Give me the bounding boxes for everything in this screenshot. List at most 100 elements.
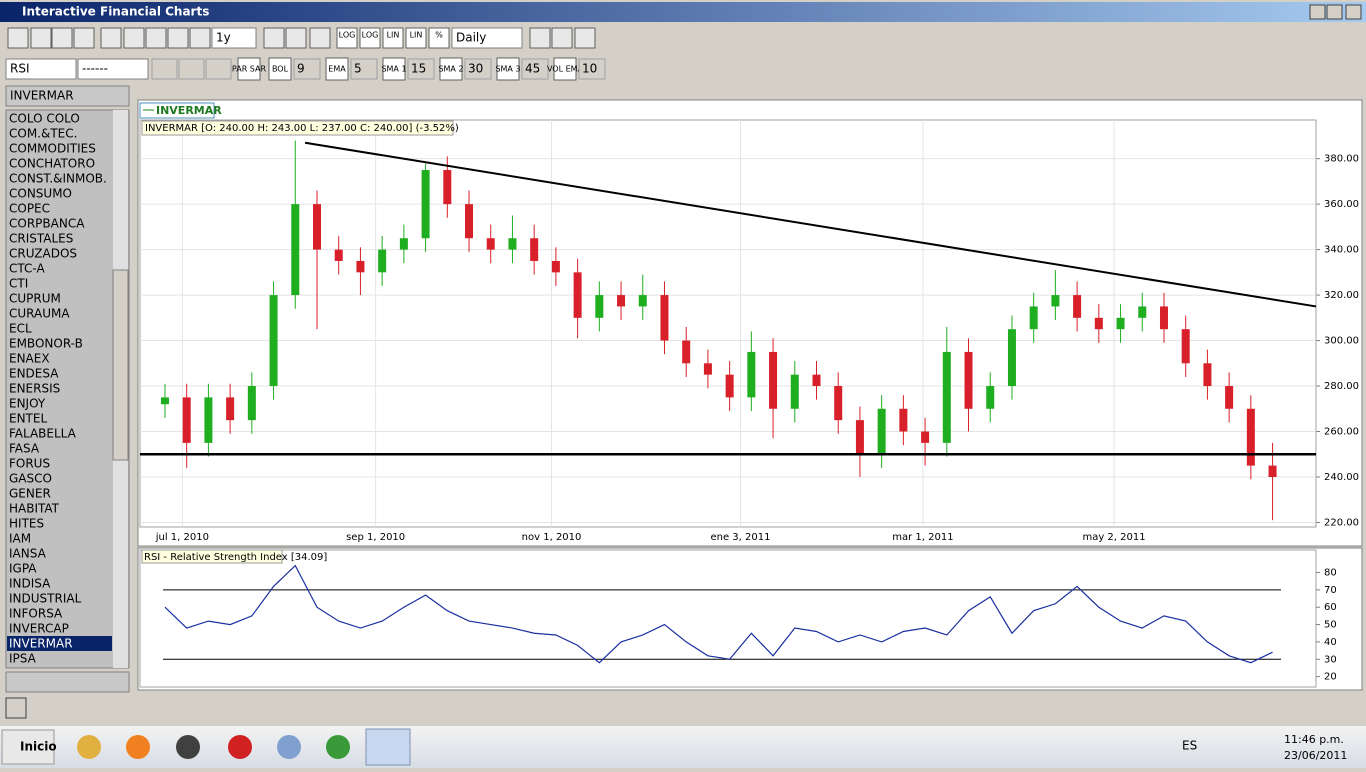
param-field[interactable] — [407, 58, 435, 80]
app-icon[interactable] — [176, 735, 200, 759]
active-app[interactable] — [365, 728, 411, 766]
param-button[interactable] — [439, 57, 463, 81]
y-tick-label: 40 — [1324, 637, 1337, 648]
period-select[interactable] — [211, 27, 257, 49]
list-item[interactable]: CONST.&INMOB. — [9, 172, 107, 186]
list-item[interactable]: CRUZADOS — [9, 247, 77, 261]
period: 1y — [216, 31, 231, 45]
app-icon[interactable] — [126, 735, 150, 759]
candle-body — [247, 386, 256, 421]
app-icon[interactable] — [277, 735, 301, 759]
param-name: BOL — [272, 65, 289, 74]
list-item[interactable]: INDUSTRIAL — [9, 592, 82, 606]
tool-button[interactable] — [574, 27, 596, 49]
list-item[interactable]: CTI — [9, 277, 28, 291]
list-item[interactable]: ECL — [9, 322, 32, 336]
list-item[interactable]: HITES — [9, 517, 44, 531]
tool-button[interactable] — [529, 27, 551, 49]
tool-button[interactable] — [405, 27, 427, 49]
app-icon[interactable] — [77, 735, 101, 759]
tool-button[interactable] — [100, 27, 122, 49]
list-item[interactable]: ENAEX — [9, 352, 50, 366]
tool-button[interactable] — [123, 27, 145, 49]
list-item[interactable]: IANSA — [9, 547, 47, 561]
tool-button[interactable] — [145, 27, 167, 49]
tool-button[interactable] — [285, 27, 307, 49]
scroll-thumb[interactable] — [112, 269, 129, 461]
list-item[interactable]: COMMODITIES — [9, 142, 96, 156]
list-item[interactable]: FORUS — [9, 457, 50, 471]
ohlc-info: INVERMAR [O: 240.00 H: 243.00 L: 237.00 … — [145, 123, 459, 134]
list-item[interactable]: IGPA — [9, 562, 37, 576]
list-item[interactable]: INFORSA — [9, 607, 63, 621]
list-item[interactable]: COPEC — [9, 202, 50, 216]
list-item[interactable]: COLO COLO — [9, 112, 80, 126]
candle-body — [356, 260, 365, 273]
list-item[interactable]: GENER — [9, 487, 51, 501]
param-button[interactable] — [382, 57, 406, 81]
tool-button[interactable] — [7, 27, 29, 49]
minimize-button[interactable] — [1309, 4, 1326, 20]
list-item[interactable]: INVERMAR — [9, 637, 73, 651]
x-tick-label: nov 1, 2010 — [522, 532, 582, 543]
tool-button[interactable] — [51, 27, 73, 49]
app-icon[interactable] — [326, 735, 350, 759]
candle-body — [204, 397, 213, 443]
param-field[interactable] — [578, 58, 606, 80]
param-field[interactable] — [521, 58, 549, 80]
list-item[interactable]: GASCO — [9, 472, 52, 486]
list-item[interactable]: IAM — [9, 532, 31, 546]
maximize-button[interactable] — [1326, 4, 1343, 20]
tool-button[interactable] — [189, 27, 211, 49]
candle-body — [465, 204, 474, 239]
list-item[interactable]: HABITAT — [9, 502, 60, 516]
close-button[interactable] — [1345, 4, 1362, 20]
tool-button[interactable] — [167, 27, 189, 49]
list-item[interactable]: CONCHATORO — [9, 157, 95, 171]
param-button[interactable] — [237, 57, 261, 81]
status-button[interactable] — [5, 697, 27, 719]
list-item[interactable]: INDISA — [9, 577, 51, 591]
app-icon[interactable] — [228, 735, 252, 759]
tool-button[interactable] — [382, 27, 404, 49]
tool-button[interactable] — [359, 27, 381, 49]
list-item[interactable]: ENERSIS — [9, 382, 60, 396]
list-item[interactable]: CORPBANCA — [9, 217, 85, 231]
list-item[interactable]: CUPRUM — [9, 292, 61, 306]
param-button[interactable] — [496, 57, 520, 81]
tool-button[interactable] — [30, 27, 52, 49]
param-field[interactable] — [350, 58, 378, 80]
list-item[interactable]: IPSA — [9, 652, 37, 666]
tool-button[interactable] — [309, 27, 331, 49]
list-item[interactable]: ENDESA — [9, 367, 59, 381]
tool-button[interactable] — [263, 27, 285, 49]
indicator-select[interactable] — [5, 58, 77, 80]
candle-body — [1051, 295, 1060, 307]
tool-button[interactable] — [336, 27, 358, 49]
param-button[interactable] — [325, 57, 349, 81]
list-item[interactable]: FALABELLA — [9, 427, 77, 441]
list-item[interactable]: CONSUMO — [9, 187, 72, 201]
candle-body — [530, 238, 539, 261]
list-item[interactable]: FASA — [9, 442, 40, 456]
list-item[interactable]: CURAUMA — [9, 307, 70, 321]
list-item[interactable]: ENJOY — [9, 397, 46, 411]
list-item[interactable]: CTC-A — [9, 262, 45, 276]
param-button[interactable] — [268, 57, 292, 81]
tool-button[interactable] — [551, 27, 573, 49]
param-field[interactable] — [293, 58, 321, 80]
candle-body — [291, 204, 300, 296]
param-field[interactable] — [464, 58, 492, 80]
secondary-select[interactable] — [77, 58, 149, 80]
list-item[interactable]: CRISTALES — [9, 232, 73, 246]
start-button[interactable] — [1, 729, 55, 765]
param-button[interactable] — [553, 57, 577, 81]
list-item[interactable]: ENTEL — [9, 412, 47, 426]
list-item[interactable]: INVERCAP — [9, 622, 69, 636]
interval-select[interactable] — [451, 27, 523, 49]
list-item[interactable]: EMBONOR-B — [9, 337, 83, 351]
y-tick-label: 260.00 — [1324, 427, 1359, 438]
list-item[interactable]: COM.&TEC. — [9, 127, 77, 141]
tool-button[interactable] — [73, 27, 95, 49]
tool-button[interactable] — [428, 27, 450, 49]
